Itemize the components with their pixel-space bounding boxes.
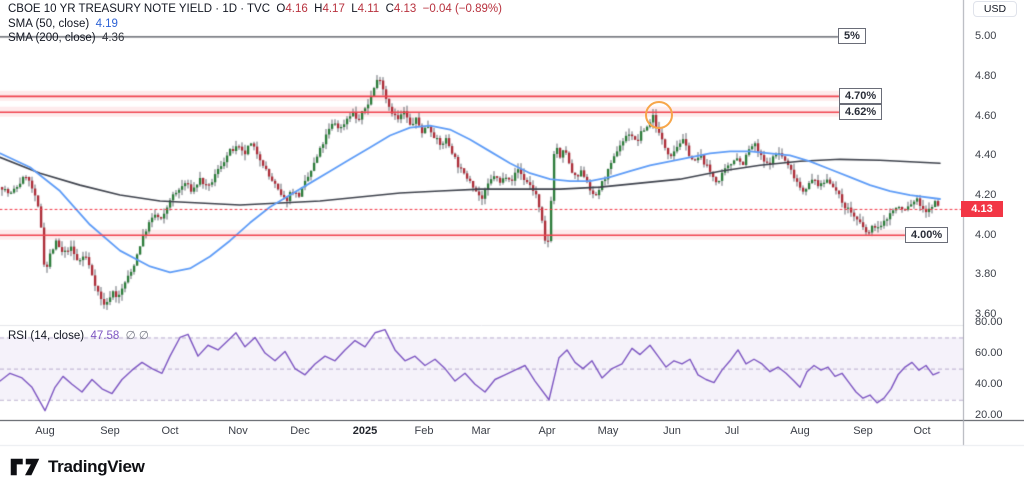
- rsi-legend[interactable]: RSI (14, close) 47.58 ∅ ∅: [8, 328, 149, 342]
- ohlc-close-value: 4.13: [393, 3, 417, 15]
- sma200-value: 4.36: [101, 32, 125, 44]
- highlight-circle-annotation[interactable]: [645, 101, 673, 129]
- ohlc-close-letter: C: [385, 3, 394, 15]
- ohlc-low-letter: L: [351, 3, 358, 15]
- rsi-label: RSI (14, close): [8, 330, 85, 342]
- price-axis-tick: 4.00: [975, 228, 997, 241]
- time-axis-label-apr[interactable]: Apr: [538, 425, 556, 437]
- price-level-label[interactable]: 4.00%: [905, 226, 949, 243]
- currency-unit-button[interactable]: USD: [973, 1, 1017, 17]
- time-axis-label-nov[interactable]: Nov: [228, 425, 248, 437]
- price-axis-tick: 4.40: [975, 149, 997, 162]
- time-axis-label-mar[interactable]: Mar: [471, 425, 491, 437]
- price-axis-tick: 4.60: [975, 109, 997, 122]
- sma50-label: SMA (50, close): [8, 18, 90, 30]
- price-axis-tick: 3.80: [975, 268, 997, 281]
- rsi-smoothing-empty: ∅ ∅: [125, 330, 149, 342]
- rsi-axis-tick: 20.00: [975, 409, 1003, 422]
- time-axis-label-aug[interactable]: Aug: [790, 425, 810, 437]
- change-value: −0.04 (−0.89%): [422, 3, 502, 15]
- ohlc-open-value: 4.16: [285, 3, 308, 15]
- sma50-legend[interactable]: SMA (50, close) 4.19: [8, 18, 118, 30]
- price-axis-tick: 5.00: [975, 30, 997, 43]
- rsi-value: 47.58: [90, 330, 120, 342]
- time-axis-label-dec[interactable]: Dec: [290, 425, 310, 437]
- ohlc-high-value: 4.17: [322, 3, 345, 15]
- time-axis-label-oct[interactable]: Oct: [161, 425, 179, 437]
- rsi-axis-tick: 40.00: [975, 378, 1003, 391]
- sma200-legend[interactable]: SMA (200, close) 4.36: [8, 32, 124, 44]
- time-axis-label-may[interactable]: May: [597, 425, 619, 437]
- time-axis-label-oct[interactable]: Oct: [913, 425, 931, 437]
- tradingview-attribution[interactable]: TradingView: [10, 456, 145, 478]
- rsi-axis-tick: 80.00: [975, 315, 1003, 328]
- price-level-label[interactable]: 4.62%: [839, 103, 883, 120]
- price-level-label[interactable]: 5%: [838, 28, 866, 45]
- time-axis-label-sep[interactable]: Sep: [100, 425, 120, 437]
- price-level-label[interactable]: 4.70%: [839, 87, 883, 104]
- symbol-legend[interactable]: CBOE 10 YR TREASURY NOTE YIELD · 1D · TV…: [8, 3, 502, 15]
- ohlc-high-letter: H: [314, 3, 323, 15]
- rsi-axis-tick: 60.00: [975, 347, 1003, 360]
- price-axis-tick: 3.60: [975, 308, 997, 321]
- time-axis-label-aug[interactable]: Aug: [35, 425, 55, 437]
- time-axis-label-sep[interactable]: Sep: [853, 425, 873, 437]
- sma50-value: 4.19: [95, 18, 118, 30]
- time-axis-label-2025[interactable]: 2025: [352, 425, 378, 437]
- symbol-title[interactable]: CBOE 10 YR TREASURY NOTE YIELD · 1D · TV…: [8, 3, 271, 15]
- time-axis-label-feb[interactable]: Feb: [414, 425, 434, 437]
- price-axis-tick: 4.80: [975, 69, 997, 82]
- time-axis-label-jul[interactable]: Jul: [724, 425, 740, 437]
- price-axis-tick: 4.20: [975, 189, 997, 202]
- ohlc-open-letter: O: [276, 3, 286, 15]
- last-price-badge: 4.13: [961, 200, 1003, 217]
- brand-name: TradingView: [48, 457, 145, 476]
- sma200-label: SMA (200, close): [8, 32, 96, 44]
- tradingview-logo-icon: [10, 458, 40, 476]
- ohlc-low-value: 4.11: [357, 3, 380, 15]
- time-axis-label-jun[interactable]: Jun: [663, 425, 681, 437]
